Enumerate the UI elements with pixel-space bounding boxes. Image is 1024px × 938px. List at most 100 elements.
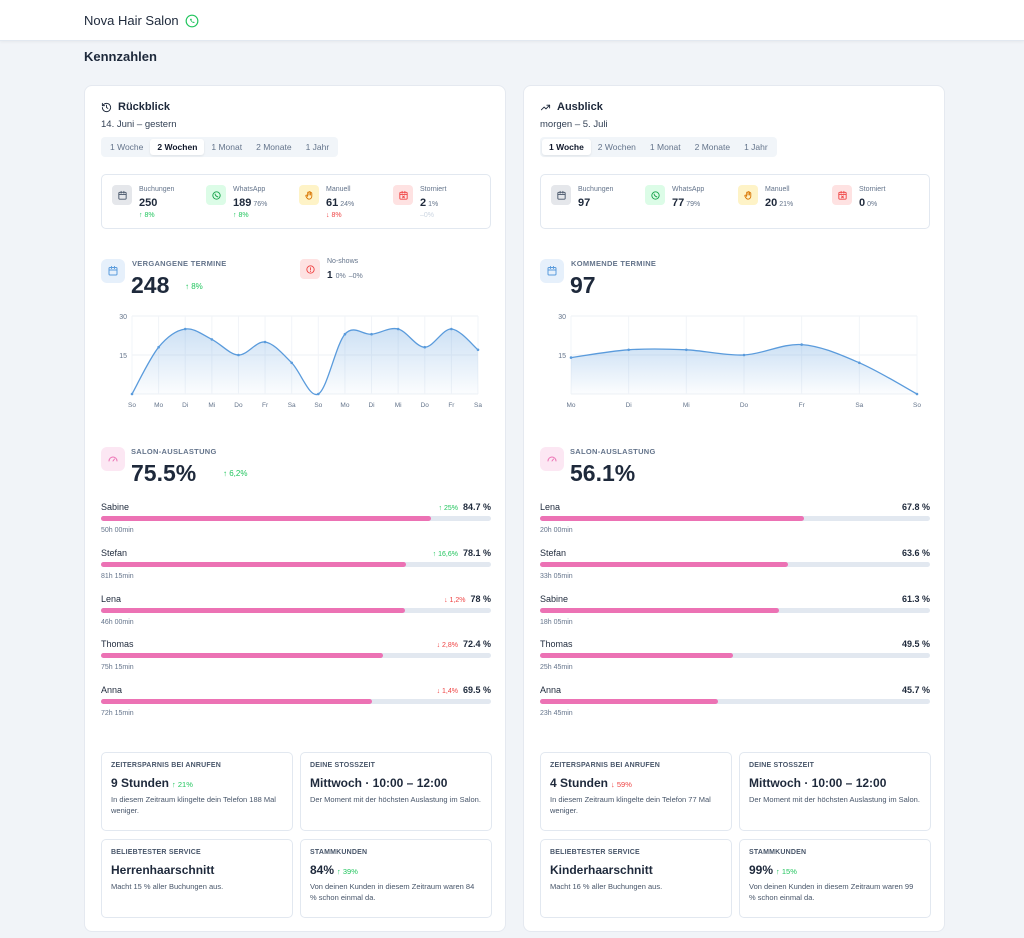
x-tick-label: So [128,402,136,409]
tab-1-jahr[interactable]: 1 Jahr [744,142,768,152]
panel-rueckblick: Rückblick 14. Juni – gestern 1 Woche 2 Woch… [84,85,506,932]
stat-value: 0 0% [859,197,877,209]
card-change: ↓ 59% [611,780,632,789]
appointments-chart: 30 15 Mo Di Mi Do Fr Sa So [540,308,930,413]
tab-2-wochen[interactable]: 2 Wochen [597,142,636,152]
staff-values: ↓ 1,4% 69.5 % [437,685,491,695]
stat-number: 0 [859,197,866,209]
tab-2-monate[interactable]: 2 Monate [256,142,292,152]
x-tick-label: Sa [474,402,482,409]
chart-point [317,392,320,396]
insight-card-deine-stosszeit: DEINE STOSSZEIT Mittwoch · 10:00 – 12:00 D… [739,752,931,831]
card-label: DEINE STOSSZEIT [310,762,376,769]
card-value: 84% ↑ 39% [310,863,482,877]
staff-values: 63.6 % [902,548,930,558]
staff-change: ↓ 1,4% [436,688,458,695]
chart-point [130,392,134,396]
staff-name: Thomas [540,639,573,650]
insight-card-zeitersparnis-bei-anrufen: ZEITERSPARNIS BEI ANRUFEN 4 Stunden ↓ 59% I… [540,752,732,831]
card-value: 9 Stunden ↑ 21% [111,776,283,790]
tab-1-monat[interactable]: 1 Monat [211,142,243,152]
stat-manuell: Manuell 61 24% ↓ 8% [299,185,389,225]
staff-percent: 67.8 % [901,502,930,512]
app-title: Nova Hair Salon [84,13,179,28]
stats-row: Buchungen 250 ↑ 8% WhatsApp 189 76% ↑ 8% Manuel… [101,174,491,229]
staff-change: ↓ 2,8% [436,642,458,650]
card-change: ↑ 15% [776,867,797,876]
x-tick-label: Do [234,402,243,409]
tab-1-monat[interactable]: 1 Monat [649,142,681,152]
top-bar: Nova Hair Salon [0,0,1024,41]
stat-label: Manuell [765,186,790,193]
y-tick-label: 15 [119,353,127,360]
staff-percent: 78.1 % [462,547,491,558]
calendar-x-icon [398,190,408,200]
brand[interactable]: Nova Hair Salon [84,13,199,28]
utilization-bar [101,607,491,613]
chart-point [915,392,919,396]
chart-series-line [131,327,479,396]
x-tick-label: Fr [448,402,455,409]
stat-value: 2 1% [420,197,438,209]
staff-hours: 33h 05min [540,572,573,580]
noshow-icon [300,259,320,279]
stat-value: 20 21% [765,197,793,209]
card-value-text: Herrenhaarschnitt [111,863,215,877]
alert-icon [305,264,315,274]
noshow-percent: 0% [335,273,346,280]
chart-point [569,356,573,359]
panel-header: Rückblick [101,101,170,113]
staff-values: ↓ 1,2% 78 % [444,594,491,604]
chart-point [800,343,803,346]
chart-point [423,345,427,349]
card-description: Von deinen Kunden in diesem Zeitraum war… [749,882,914,902]
staff-row-thomas: Thomas 49.5 % 25h 45min [540,639,930,679]
utilization-label: SALON-AUSLASTUNG [131,447,217,456]
card-value: Mittwoch · 10:00 – 12:00 [749,776,921,790]
stat-number: 189 [233,197,252,209]
chart-point [290,361,293,365]
stat-change: ↓ 8% [326,212,342,219]
tab-1-woche[interactable]: 1 Woche [110,142,144,152]
utilization-bar [540,699,930,704]
utilization-bar-fill [101,516,432,521]
tab-2-monate[interactable]: 2 Monate [694,142,731,152]
kpi-label: VERGANGENE TERMINE [132,259,227,268]
stat-percent: 76% [253,201,268,208]
gauge-icon [108,456,118,462]
x-tick-label: Mi [208,402,215,409]
staff-name: Lena [540,502,561,512]
whatsapp-icon [185,14,199,27]
stat-manuell: Manuell 20 21% [738,185,828,225]
stat-number: 77 [672,197,685,209]
card-value: Kinderhaarschnitt [550,863,722,877]
noshow-change: –0% [348,273,363,280]
chart-point [685,348,688,352]
tab-2-wochen[interactable]: 2 Wochen [150,139,205,155]
hand-icon [304,190,312,200]
staff-values: ↓ 2,8% 72.4 % [437,639,491,649]
utilization-change: ↑ 6,2% [223,469,248,478]
stats-row: Buchungen 97 WhatsApp 77 79% Manuell 20 21% Stor… [540,174,930,229]
card-value-text: 99% [749,863,774,877]
card-description: In diesem Zeitraum klingelte dein Telefo… [111,795,276,815]
y-tick-label: 30 [119,314,127,321]
tab-1-jahr[interactable]: 1 Jahr [305,142,330,152]
staff-hours: 20h 00min [540,527,573,534]
x-tick-label: Mi [683,402,690,409]
stat-label: Storniert [859,186,886,193]
tab-1-woche[interactable]: 1 Woche [542,139,591,155]
card-description: Von deinen Kunden in diesem Zeitraum war… [310,882,475,902]
utilization-bar [540,516,930,521]
insight-card-stammkunden: STAMMKUNDEN 99% ↑ 15% Von deinen Kunden in … [739,839,931,918]
staff-row-stefan: Stefan 63.6 % 33h 05min [540,548,930,588]
card-value-text: 84% [310,863,335,877]
staff-row-stefan: Stefan ↑ 16,6% 78.1 % 81h 15min [101,548,491,588]
utilization-bar-fill [540,561,789,567]
y-tick-label: 15 [558,353,566,360]
staff-name: Lena [101,593,122,604]
card-change: ↑ 21% [172,780,193,789]
staff-row-lena: Lena ↓ 1,2% 78 % 46h 00min [101,594,491,634]
stat-buchungen: Buchungen 97 [551,185,641,225]
stat-label: Storniert [420,186,447,193]
